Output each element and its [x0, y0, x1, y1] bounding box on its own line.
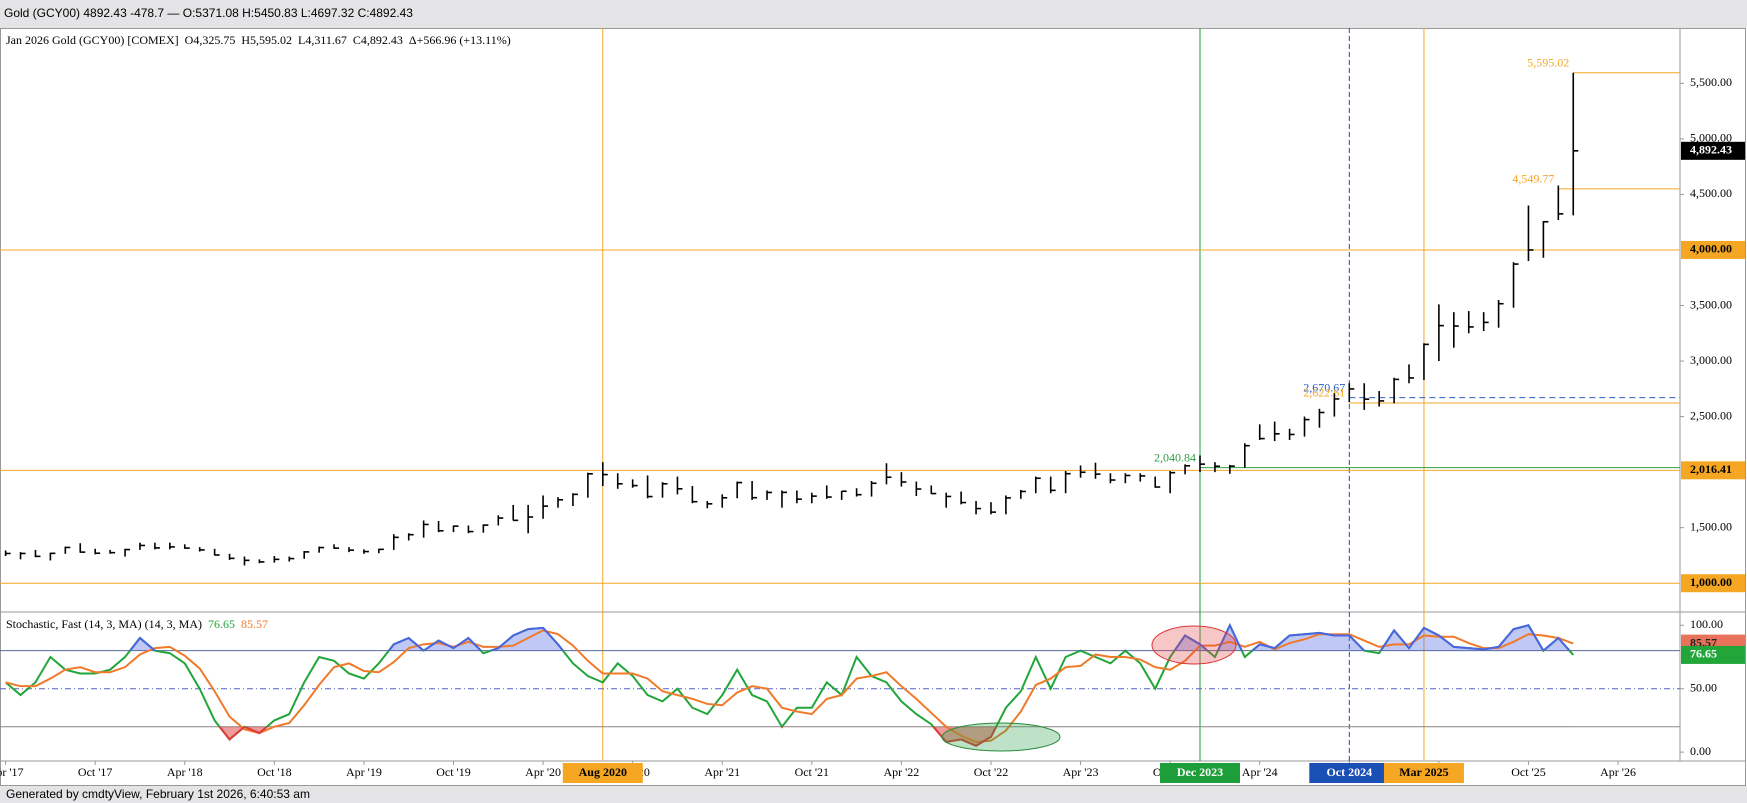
level-label: 4,549.77	[1512, 172, 1554, 186]
x-tick-label: Apr '21	[704, 765, 740, 779]
window-title: Gold (GCY00) 4892.43 -478.7 — O:5371.08 …	[4, 6, 413, 20]
indicator-title: Stochastic, Fast (14, 3, MA) (14, 3, MA)	[6, 617, 202, 631]
level-label: 1,000.00	[1690, 575, 1732, 589]
event-label-box	[562, 763, 643, 783]
level-label: 2,622.61	[1303, 386, 1345, 400]
chart-header: Jan 2026 Gold (GCY00) [COMEX] O4,325.75 H5…	[6, 33, 511, 47]
last-price-label: 4,892.43	[1690, 143, 1732, 157]
x-tick-label: Oct '19	[436, 765, 471, 779]
value-label: 76.65	[1690, 647, 1717, 661]
level-label: 2,040.84	[1154, 450, 1196, 464]
x-tick-label: Apr '17	[0, 765, 24, 779]
level-label: 5,595.02	[1527, 56, 1569, 70]
x-tick-label: Oct '21	[795, 765, 830, 779]
y-tick-label: 4,500.00	[1690, 186, 1732, 200]
highlight-ellipse	[941, 722, 1061, 752]
y-tick-label: 3,000.00	[1690, 353, 1732, 367]
value-box	[1681, 645, 1745, 664]
event-label: Aug 2020	[579, 765, 627, 779]
x-tick-label: Apr '19	[346, 765, 382, 779]
x-tick-label: Apr '24	[1242, 765, 1278, 779]
highlight-ellipse	[1151, 625, 1237, 665]
footer: Generated by cmdtyView, February 1st 202…	[6, 787, 310, 801]
stat: C4,892.43	[353, 33, 403, 47]
event-label-box	[1383, 763, 1464, 783]
last-price-box	[1681, 141, 1745, 160]
y-tick-label: 100.00	[1690, 617, 1723, 631]
level-label: 2,670.67	[1303, 380, 1345, 394]
event-label-box	[1160, 763, 1240, 783]
overbought-area	[5, 625, 1574, 651]
x-tick-label: Apr '20	[525, 765, 561, 779]
x-tick-label: Oct '25	[1511, 765, 1546, 779]
x-tick-label: Apr '23	[1063, 765, 1099, 779]
indicator-header: Stochastic, Fast (14, 3, MA) (14, 3, MA)…	[6, 617, 268, 631]
y-tick-label: 2,500.00	[1690, 408, 1732, 422]
x-tick-label: Apr '22	[883, 765, 919, 779]
level-label: 2,016.41	[1690, 462, 1732, 476]
y-tick-label: 5,500.00	[1690, 75, 1732, 89]
stat: L4,311.67	[298, 33, 347, 47]
stat: H5,595.02	[241, 33, 292, 47]
level-box	[1681, 574, 1745, 593]
event-label: Oct 2024	[1326, 765, 1372, 779]
x-tick-label: Oct '22	[974, 765, 1009, 779]
frame	[0, 28, 1746, 786]
indicator-value: 76.65	[208, 617, 235, 631]
footer-bar	[0, 786, 1747, 803]
overbought-line	[128, 622, 1571, 651]
value-label: 85.57	[1690, 635, 1717, 649]
x-tick-label: Oct '17	[78, 765, 113, 779]
x-tick-label: Oct '18	[257, 765, 292, 779]
level-box	[1681, 461, 1745, 480]
x-tick-label: Apr '26	[1600, 765, 1636, 779]
y-tick-label: 0.00	[1690, 744, 1711, 758]
y-tick-label: 3,500.00	[1690, 297, 1732, 311]
y-tick-label: 1,500.00	[1690, 519, 1732, 533]
level-box	[1681, 240, 1745, 259]
stat: O4,325.75	[185, 33, 236, 47]
title-bar	[0, 0, 1747, 28]
event-label-box	[1309, 763, 1390, 783]
event-label: Dec 2023	[1177, 765, 1223, 779]
level-label: 4,000.00	[1690, 242, 1732, 256]
y-tick-label: 5,000.00	[1690, 131, 1732, 145]
y-tick-label: 50.00	[1690, 680, 1717, 694]
indicator-value: 85.57	[241, 617, 268, 631]
chart-title: Jan 2026 Gold (GCY00) [COMEX]	[6, 33, 179, 47]
x-tick-label: Apr '18	[167, 765, 203, 779]
indicator-line	[5, 629, 1574, 743]
event-label: Mar 2025	[1399, 765, 1448, 779]
stat: Δ+566.96 (+13.11%)	[409, 33, 511, 47]
